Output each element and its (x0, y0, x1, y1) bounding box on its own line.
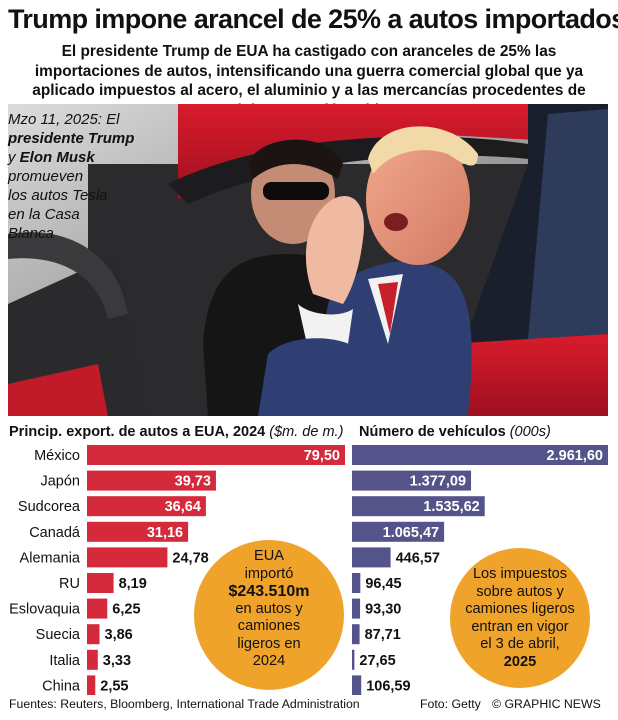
callout-line: importó (244, 565, 294, 582)
caption-line: Blanca (8, 225, 54, 242)
export-value-label-5: 8,19 (119, 576, 147, 592)
country-label-8: Italia (49, 653, 81, 669)
vehicle-bar-7 (352, 624, 360, 645)
callout-line: en autos y (235, 600, 303, 617)
country-label-2: Sudcorea (18, 499, 81, 515)
export-chart-title-text: Princip. export. de autos a EUA, 2024 (9, 424, 266, 440)
footer-brand: © GRAPHIC NEWS (492, 697, 601, 711)
footer-photo-credit: Foto: Getty (420, 697, 481, 711)
vehicle-bar-2 (352, 496, 485, 517)
export-value-label-2: 36,64 (165, 499, 201, 515)
export-value-label-1: 39,73 (175, 474, 211, 490)
callout-year: 2025 (503, 653, 537, 670)
country-label-1: Japón (40, 474, 80, 490)
photo-trump-musk-tesla (8, 104, 608, 416)
export-value-label-3: 31,16 (147, 525, 183, 541)
bar-charts: 79,50 México 39,73 Japón 36,64 Sudcorea 31,16 C… (9, 445, 608, 695)
vehicle-bar-8 (352, 649, 355, 670)
export-bar-8 (87, 649, 98, 670)
page-title: Trump impone arancel de 25% a autos impo… (8, 4, 618, 34)
tariff-date-callout: Los impuestos sobre autos y camiones lig… (450, 548, 590, 688)
export-value-label-7: 3,86 (105, 627, 133, 643)
photo-caption: Mzo 11, 2025: El presidente Trump y Elon… (8, 110, 168, 243)
caption-date: Mzo 11, 2025: El (8, 111, 120, 128)
country-label-4: Alemania (20, 550, 81, 566)
caption-person-trump: presidente Trump (8, 130, 135, 147)
country-label-5: RU (59, 576, 80, 592)
export-value-label-0: 79,50 (304, 448, 340, 464)
export-bar-0 (87, 445, 345, 465)
vehicle-value-label-6: 93,30 (365, 602, 401, 618)
export-bar-6 (87, 598, 108, 619)
country-label-7: Suecia (36, 627, 81, 643)
export-value-label-4: 24,78 (172, 550, 208, 566)
export-bar-9 (87, 675, 96, 695)
footer-sources: Fuentes: Reuters, Bloomberg, Internation… (9, 697, 360, 711)
export-chart-unit: ($m. de m.) (269, 424, 344, 440)
vehicle-value-label-9: 106,59 (366, 678, 410, 694)
export-bar-5 (87, 573, 114, 593)
import-total-callout: EUA importó $243.510m en autos y camione… (194, 540, 344, 690)
caption-joiner: y (8, 149, 16, 166)
country-label-3: Canadá (29, 525, 81, 541)
vehicle-value-label-7: 87,71 (365, 627, 401, 643)
vehicle-bar-3 (352, 521, 445, 542)
country-label-0: México (34, 448, 80, 464)
country-label-9: China (42, 678, 81, 694)
callout-amount: $243.510m (228, 583, 310, 600)
export-value-label-9: 2,55 (100, 678, 128, 694)
caption-person-musk: Elon Musk (19, 149, 95, 166)
callout-line: sobre autos y (476, 583, 564, 600)
vehicle-value-label-2: 1.535,62 (423, 499, 479, 515)
vehicle-value-label-0: 2.961,60 (547, 448, 603, 464)
caption-line: en la Casa (8, 206, 80, 223)
vehicle-bar-6 (352, 598, 361, 619)
export-value-label-6: 6,25 (112, 602, 140, 618)
callout-line: ligeros en (237, 635, 301, 652)
vehicle-value-label-3: 1.065,47 (383, 525, 439, 541)
vehicle-bar-0 (352, 445, 608, 465)
vehicle-chart-title: Número de vehículos (000s) (359, 424, 551, 440)
vehicle-value-label-8: 27,65 (359, 653, 395, 669)
vehicle-chart-title-text: Número de vehículos (359, 424, 506, 440)
export-bar-1 (87, 470, 216, 491)
export-bar-4 (87, 547, 168, 568)
callout-line: entran en vigor (471, 618, 569, 635)
callout-line: camiones (237, 618, 301, 634)
callout-line: el 3 de abril, (480, 636, 560, 652)
callout-line: EUA (253, 548, 284, 564)
export-chart-title: Princip. export. de autos a EUA, 2024 ($… (9, 424, 343, 440)
vehicle-bar-1 (352, 470, 472, 491)
vehicle-value-label-1: 1.377,09 (410, 474, 466, 490)
vehicle-value-label-5: 96,45 (365, 576, 401, 592)
caption-line: promueven (8, 168, 84, 185)
callout-line: camiones ligeros (465, 601, 575, 617)
vehicle-bar-5 (352, 573, 361, 593)
callout-line: 2024 (252, 653, 286, 669)
vehicle-chart-unit: (000s) (509, 424, 551, 440)
caption-line: los autos Tesla (8, 187, 108, 204)
country-label-6: Eslovaquia (9, 602, 81, 618)
export-value-label-8: 3,33 (103, 653, 131, 669)
export-bar-3 (87, 521, 189, 542)
export-bar-2 (87, 496, 206, 517)
callout-line: Los impuestos (472, 566, 568, 582)
vehicle-bar-4 (352, 547, 391, 568)
export-bar-7 (87, 624, 100, 645)
vehicle-value-label-4: 446,57 (396, 550, 440, 566)
vehicle-bar-9 (352, 675, 362, 695)
